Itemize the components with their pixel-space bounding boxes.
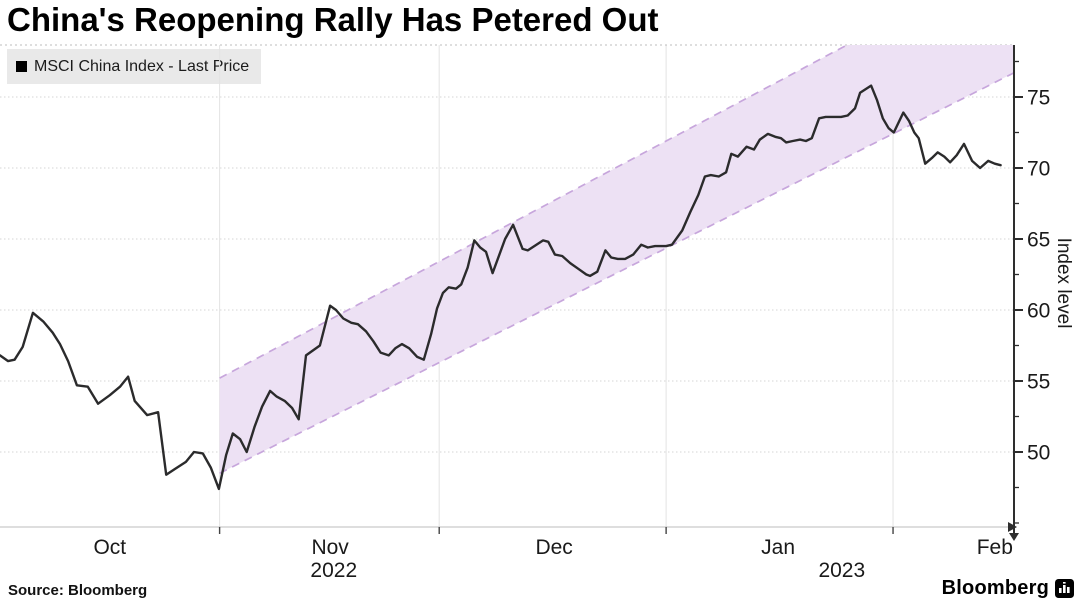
y-tick-label: 50 [1027, 442, 1050, 465]
price-line [0, 84, 1002, 491]
x-month-label: Oct [93, 536, 126, 559]
chart-title: China's Reopening Rally Has Petered Out [7, 1, 659, 38]
bloomberg-wordmark: Bloomberg [941, 576, 1049, 599]
y-tick-label: 65 [1027, 229, 1050, 252]
y-tick-label: 70 [1027, 158, 1050, 181]
source-note: Source: Bloomberg [8, 582, 148, 599]
x-month-label: Feb [977, 536, 1013, 559]
y-tick-label: 55 [1027, 371, 1050, 394]
bar-chart-icon [1055, 578, 1074, 598]
x-month-label: Nov [311, 536, 349, 559]
y-tick-label: 75 [1027, 87, 1050, 110]
legend-label: MSCI China Index - Last Price [34, 57, 250, 75]
x-axis-arrow [1008, 522, 1017, 532]
legend: MSCI China Index - Last Price [7, 49, 262, 84]
x-year-label: 2022 [310, 559, 357, 582]
x-month-label: Dec [535, 536, 572, 559]
x-month-label: Jan [761, 536, 795, 559]
trend-channel-upper-edge [219, 45, 849, 379]
trend-channel-fill [219, 45, 1014, 474]
legend-swatch [16, 61, 27, 72]
y-tick-label: 60 [1027, 300, 1050, 323]
bloomberg-logo: Bloomberg [942, 576, 1074, 600]
y-axis-arrow [1009, 533, 1019, 541]
x-year-label: 2023 [818, 559, 865, 582]
y-axis-title: Index level [1053, 238, 1074, 329]
